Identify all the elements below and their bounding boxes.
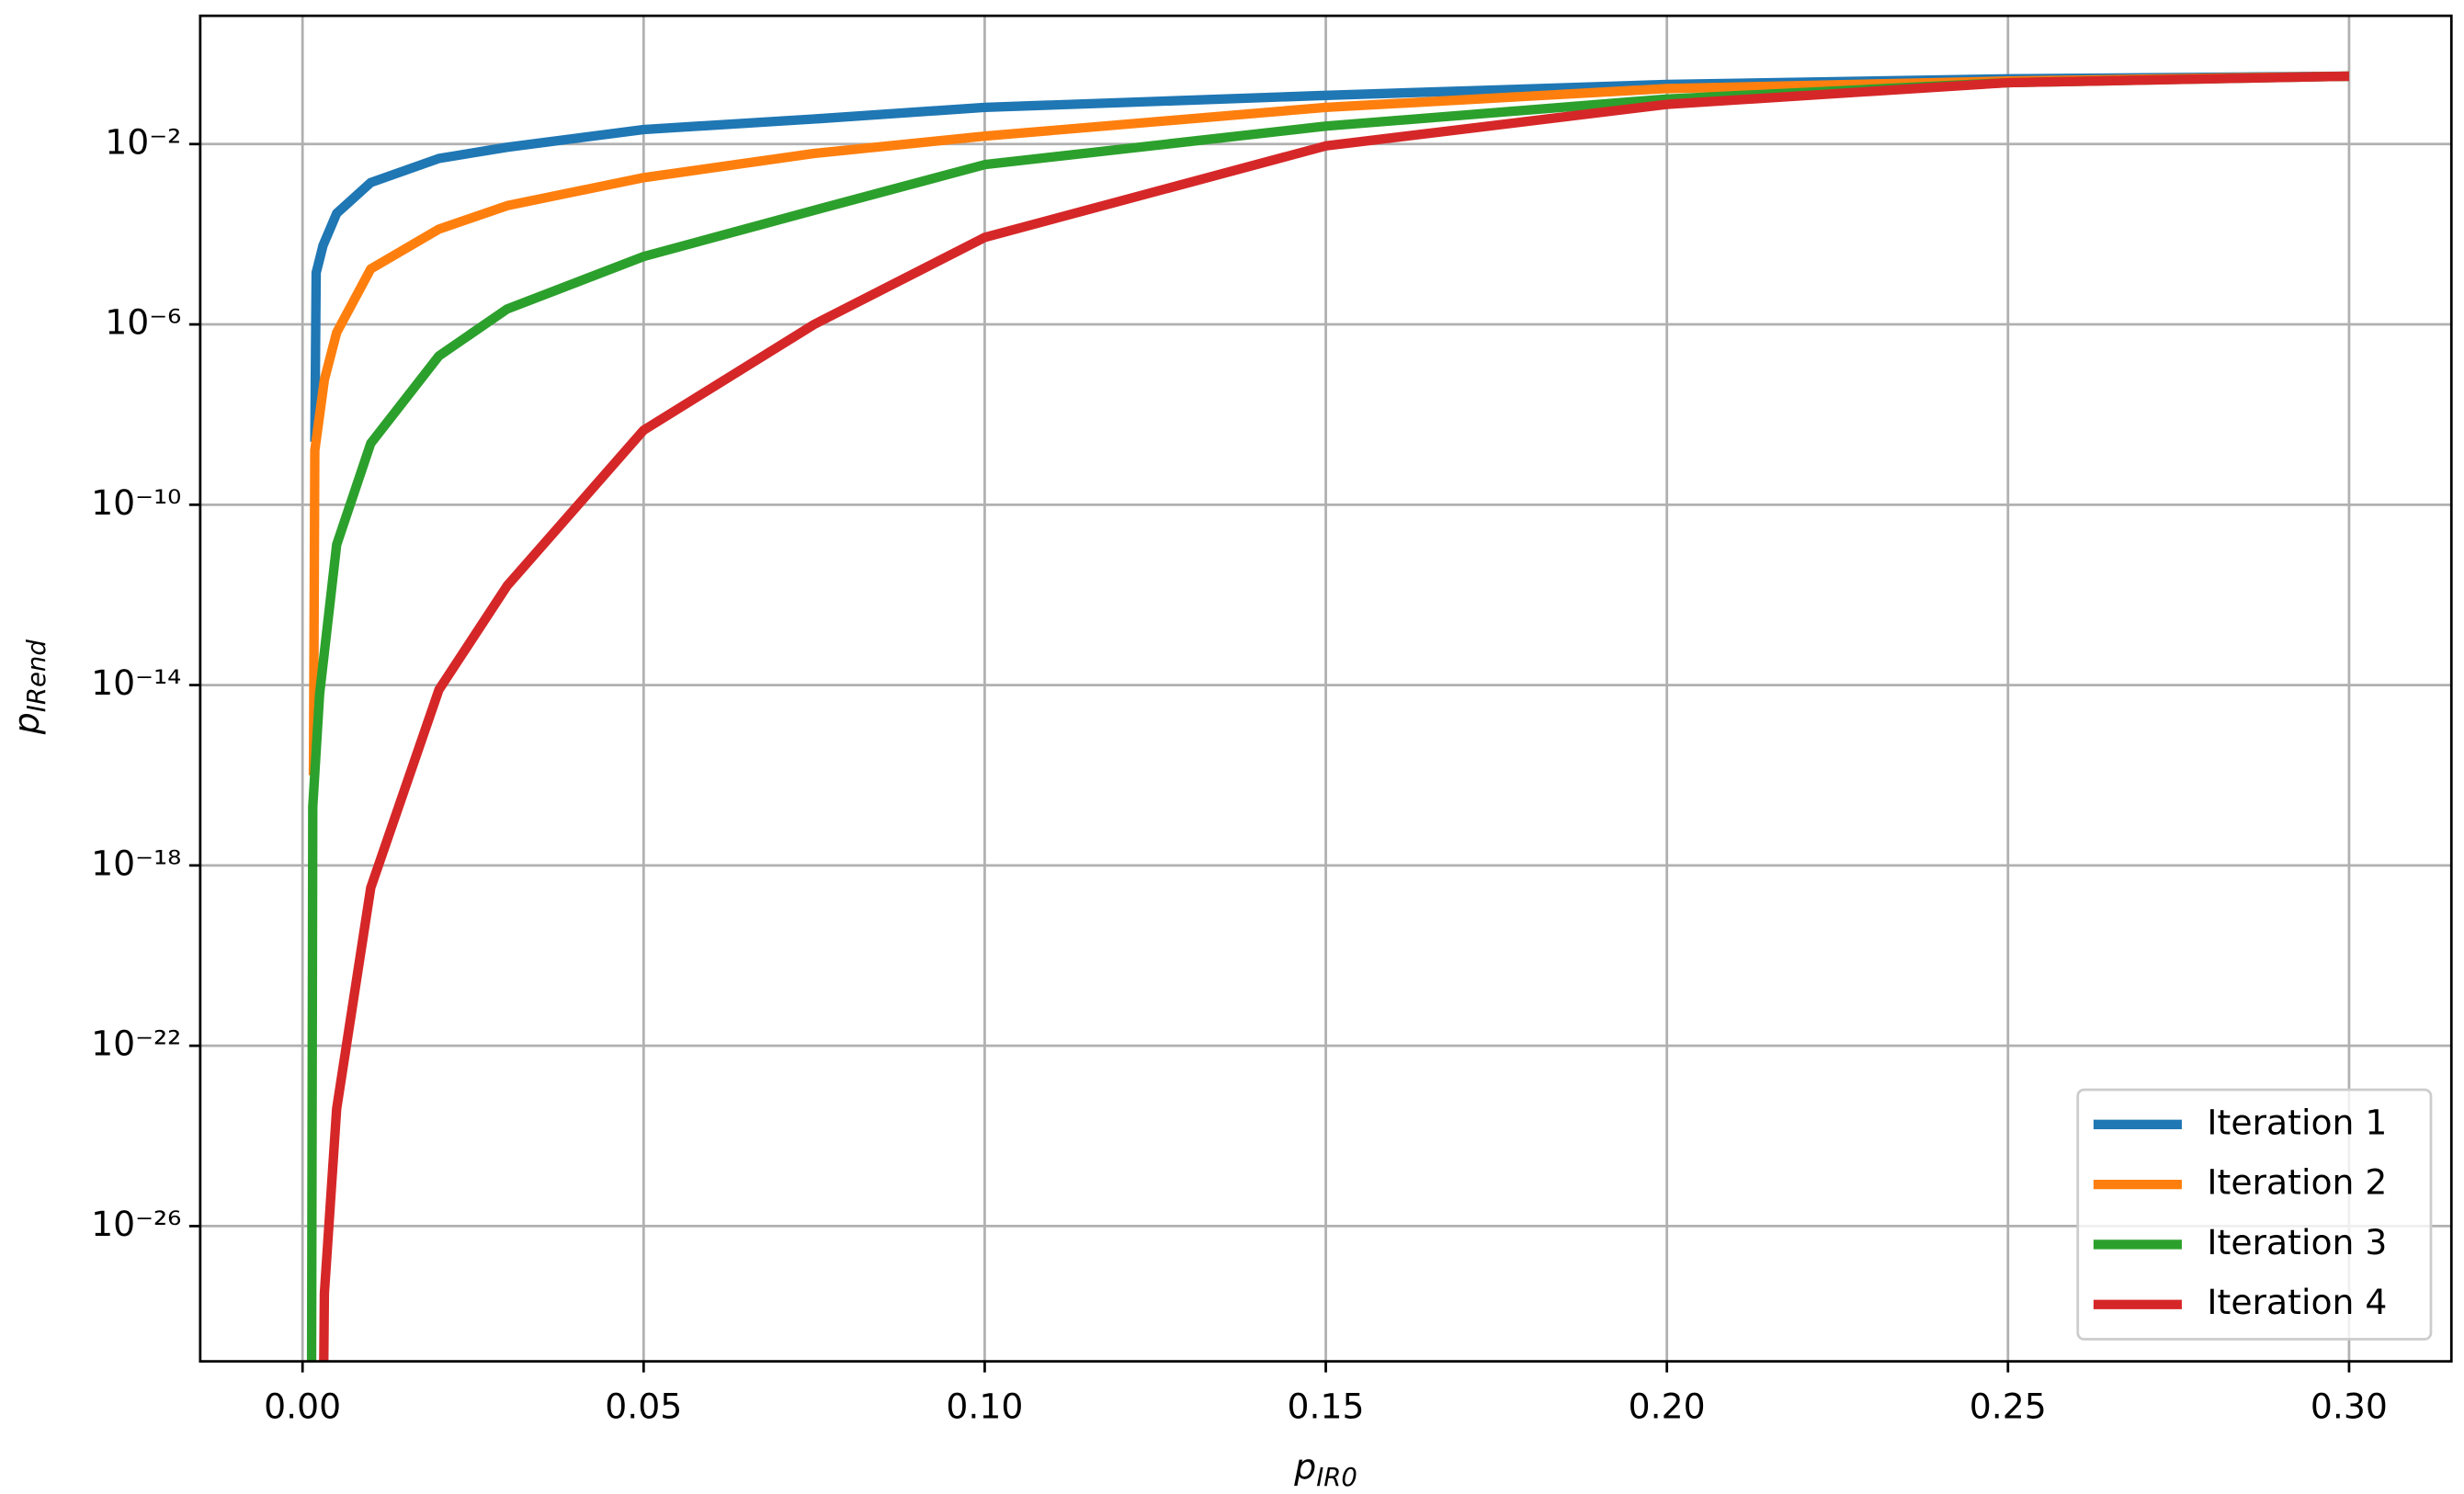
series-line (319, 71, 2350, 1362)
x-tick-label: 0.25 (1970, 1386, 2047, 1427)
x-axis-label-base: p (1293, 1446, 1316, 1487)
x-tick-label: 0.20 (1629, 1386, 1706, 1427)
series-line (306, 71, 2350, 1362)
y-tick-label: 10⁻¹⁰ (91, 482, 181, 523)
x-tick-label: 0.10 (946, 1386, 1023, 1427)
y-tick-label: 10⁻²² (91, 1024, 181, 1064)
x-tick-label: 0.15 (1288, 1386, 1365, 1427)
y-tick-label: 10⁻² (105, 121, 181, 162)
y-tick-label: 10⁻²⁶ (91, 1204, 181, 1244)
x-tick-label: 0.05 (605, 1386, 682, 1427)
legend-box (2076, 1088, 2433, 1341)
x-tick-label: 0.00 (264, 1386, 341, 1427)
legend: Iteration 1 Iteration 2 Iteration 3 Iterati… (2076, 1088, 2433, 1341)
y-axis-label-sub: IRend (23, 639, 51, 713)
y-tick-label: 10⁻⁶ (105, 302, 181, 343)
series-line (310, 71, 2349, 442)
legend-label: Iteration 1 (2207, 1102, 2387, 1142)
series-line (308, 71, 2350, 775)
x-tick-label: 0.30 (2311, 1386, 2388, 1427)
x-axis-label: pIR0 (1293, 1446, 1357, 1492)
ticks: 0.00 0.05 0.10 0.15 0.20 0.25 0.30 10⁻² 10⁻⁶ 10⁻¹… (91, 121, 2388, 1426)
y-tick-label: 10⁻¹⁴ (91, 662, 181, 703)
plot-lines (306, 71, 2350, 1362)
x-axis-label-sub: IR0 (1316, 1464, 1357, 1492)
y-axis-label: pIRend (6, 639, 51, 736)
y-axis-label-base: p (6, 712, 46, 735)
legend-label: Iteration 4 (2207, 1282, 2387, 1322)
legend-label: Iteration 3 (2207, 1222, 2387, 1262)
y-tick-label: 10⁻¹⁸ (91, 843, 181, 883)
legend-label: Iteration 2 (2207, 1162, 2387, 1203)
